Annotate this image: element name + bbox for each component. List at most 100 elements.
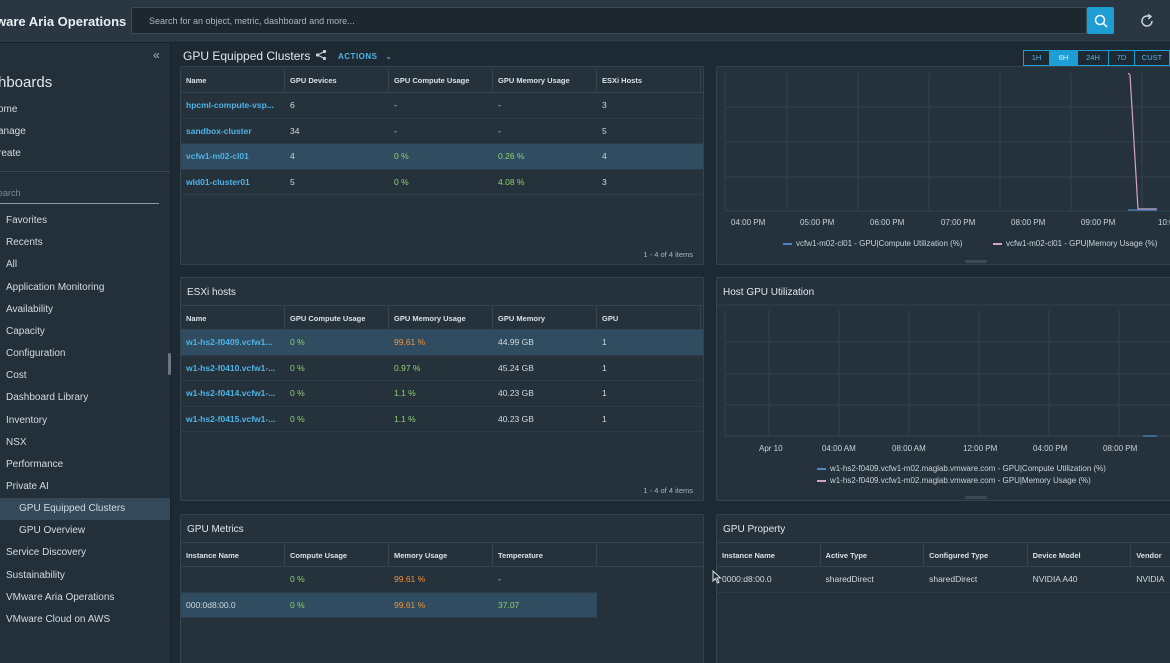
collapse-sidebar-icon[interactable]: « — [153, 48, 160, 62]
x-axis-label: 07:00 PM — [941, 218, 976, 227]
cell-temperature: 37.07 — [498, 599, 520, 610]
column-header-compute-usage[interactable]: Compute Usage — [285, 543, 389, 566]
sidebar-item-create[interactable]: reate — [0, 148, 21, 159]
table-row[interactable]: 0 % 99.61 % - — [181, 567, 597, 593]
cell-gpu-devices: 34 — [290, 125, 300, 136]
sidebar-scrollbar[interactable] — [168, 353, 171, 375]
column-header-gpu-memory-usage[interactable]: GPU Memory Usage — [493, 68, 597, 92]
time-tab-1h[interactable]: 1H — [1023, 50, 1050, 66]
global-search-box[interactable] — [131, 7, 1087, 34]
cell-gpu-compute-usage: 0 % — [290, 388, 305, 399]
table-row[interactable]: 0000:d8:00.0 sharedDirect sharedDirect N… — [717, 567, 1170, 593]
cluster-name-link[interactable]: hpcml-compute-vsp... — [186, 100, 274, 110]
column-header-gpu-devices[interactable]: GPU Devices — [285, 68, 389, 92]
column-header-name[interactable]: Name — [181, 306, 285, 329]
app-title[interactable]: ware Aria Operations — [0, 14, 127, 29]
share-icon[interactable] — [315, 49, 327, 61]
legend-item-compute[interactable]: vcfw1-m02-cl01 - GPU|Compute Utilization… — [783, 239, 963, 248]
column-header-gpu-memory[interactable]: GPU Memory — [493, 306, 597, 329]
table-row-selected[interactable]: w1-hs2-f0409.vcfw1... 0 % 99.61 % 44.99 … — [181, 330, 703, 356]
legend-label: vcfw1-m02-cl01 - GPU|Compute Utilization… — [796, 239, 963, 248]
cluster-name-link[interactable]: wld01-cluster01 — [186, 176, 250, 187]
cluster-name-link[interactable]: vcfw1-m02-cl01 — [186, 151, 249, 162]
panel-title: GPU Property — [723, 524, 786, 535]
sidebar-item-cost[interactable]: Cost — [6, 370, 27, 381]
host-name-link[interactable]: w1-hs2-f0415.vcfw1-... — [186, 413, 276, 424]
host-name-link[interactable]: w1-hs2-f0410.vcfw1-... — [186, 362, 276, 373]
sidebar-item-all[interactable]: All — [6, 259, 18, 270]
cell-memory-usage: 99.61 % — [394, 599, 426, 610]
column-header-esxi-hosts[interactable]: ESXi Hosts — [597, 68, 701, 92]
table-row-selected[interactable]: 000:0d8:00.0 0 % 99.61 % 37.07 — [181, 592, 597, 619]
column-header-device-model[interactable]: Device Model — [1028, 543, 1132, 566]
sidebar-item-performance[interactable]: Performance — [6, 459, 64, 470]
column-header-gpu[interactable]: GPU — [597, 306, 701, 329]
legend-item-memory[interactable]: vcfw1-m02-cl01 - GPU|Memory Usage (%) — [993, 239, 1157, 248]
cluster-name-link[interactable]: sandbox-cluster — [186, 125, 252, 136]
sidebar-item-inventory[interactable]: Inventory — [6, 415, 48, 426]
cell-gpu: 1 — [602, 388, 607, 399]
sidebar-item-favorites[interactable]: Favorites — [6, 215, 48, 226]
host-utilization-chart[interactable]: Apr 10 04:00 AM 08:00 AM 12:00 PM 04:00 … — [717, 278, 1170, 501]
sidebar-item-dashboard-library[interactable]: Dashboard Library — [6, 392, 89, 403]
table-row[interactable]: hpcml-compute-vsp... 6 - - 3 — [181, 93, 703, 119]
table-row[interactable]: w1-hs2-f0414.vcfw1-... 0 % 1.1 % 40.23 G… — [181, 381, 703, 407]
sidebar-item-sustainability[interactable]: Sustainability — [6, 570, 65, 581]
sidebar-item-gpu-equipped-clusters[interactable]: GPU Equipped Clusters — [0, 498, 170, 520]
table-row[interactable]: wld01-cluster01 5 0 % 4.08 % 3 — [181, 170, 703, 196]
search-button[interactable] — [1087, 7, 1114, 34]
refresh-button[interactable] — [1136, 10, 1158, 32]
legend-item-memory[interactable]: w1-hs2-f0409.vcfw1-m02.maglab.vmware.com… — [817, 476, 1091, 485]
sidebar-item-vmware-cloud-on-aws[interactable]: VMware Cloud on AWS — [6, 614, 111, 625]
table-row-selected[interactable]: vcfw1-m02-cl01 4 0 % 0.26 % 4 — [181, 144, 703, 170]
column-header-gpu-compute-usage[interactable]: GPU Compute Usage — [389, 68, 493, 92]
host-name-link[interactable]: w1-hs2-f0409.vcfw1... — [186, 337, 273, 347]
table-row[interactable]: w1-hs2-f0410.vcfw1-... 0 % 0.97 % 45.24 … — [181, 356, 703, 382]
legend-item-compute[interactable]: w1-hs2-f0409.vcfw1-m02.maglab.vmware.com… — [817, 464, 1106, 473]
sidebar-item-vmware-aria-operations[interactable]: VMware Aria Operations — [6, 592, 115, 603]
sidebar-item-private-ai[interactable]: Private AI — [6, 481, 49, 492]
chart-scroll-handle[interactable] — [965, 260, 987, 263]
cell-gpu-memory-usage: 0.97 % — [394, 362, 421, 373]
column-header-active-type[interactable]: Active Type — [821, 543, 925, 566]
gpu-metrics-table: Instance Name Compute Usage Memory Usage… — [181, 542, 703, 619]
sidebar-item-home[interactable]: ome — [0, 104, 18, 115]
column-header-temperature[interactable]: Temperature — [493, 543, 597, 566]
chart-scroll-handle[interactable] — [965, 496, 987, 499]
sidebar-item-configuration[interactable]: Configuration — [6, 348, 66, 359]
cell-gpu-memory-usage: 1.1 % — [394, 388, 416, 399]
sidebar-heading: hboards — [0, 74, 53, 91]
table-header: Instance Name Compute Usage Memory Usage… — [181, 542, 703, 567]
table-row[interactable]: w1-hs2-f0415.vcfw1-... 0 % 1.1 % 40.23 G… — [181, 407, 703, 433]
table-row[interactable]: sandbox-cluster 34 - - 5 — [181, 119, 703, 145]
column-header-gpu-compute-usage[interactable]: GPU Compute Usage — [285, 306, 389, 329]
column-header-name[interactable]: Name — [181, 68, 285, 92]
sidebar-item-availability[interactable]: Availability — [6, 304, 54, 315]
column-header-instance-name[interactable]: Instance Name — [181, 543, 285, 566]
actions-menu[interactable]: ACTIONS ⌄ — [338, 52, 392, 61]
sidebar-item-service-discovery[interactable]: Service Discovery — [6, 547, 87, 558]
time-tab-6h[interactable]: 6H — [1049, 50, 1078, 66]
column-header-vendor[interactable]: Vendor — [1131, 543, 1170, 566]
cell-instance-name: 000:0d8:00.0 — [186, 599, 236, 610]
column-header-gpu-memory-usage[interactable]: GPU Memory Usage — [389, 306, 493, 329]
cluster-utilization-chart[interactable]: 04:00 PM 05:00 PM 06:00 PM 07:00 PM 08:0… — [717, 67, 1170, 265]
gpu-property-table: Instance Name Active Type Configured Typ… — [717, 542, 1170, 593]
time-tab-custom[interactable]: CUST — [1134, 50, 1170, 66]
sidebar-item-recents[interactable]: Recents — [6, 237, 43, 248]
sidebar-search-input[interactable]: earch — [0, 188, 21, 198]
cell-gpu-devices: 4 — [290, 151, 295, 162]
column-header-instance-name[interactable]: Instance Name — [717, 543, 821, 566]
time-tab-7d[interactable]: 7D — [1108, 50, 1135, 66]
cell-gpu-memory: 45.24 GB — [498, 362, 534, 373]
global-search-input[interactable] — [132, 8, 1086, 33]
sidebar-item-gpu-overview[interactable]: GPU Overview — [19, 525, 86, 536]
host-name-link[interactable]: w1-hs2-f0414.vcfw1-... — [186, 388, 276, 399]
time-tab-24h[interactable]: 24H — [1077, 50, 1109, 66]
sidebar-item-capacity[interactable]: Capacity — [6, 326, 45, 337]
sidebar-item-nsx[interactable]: NSX — [6, 437, 27, 448]
sidebar-item-manage[interactable]: anage — [0, 126, 26, 137]
column-header-configured-type[interactable]: Configured Type — [924, 543, 1028, 566]
column-header-memory-usage[interactable]: Memory Usage — [389, 543, 493, 566]
sidebar-item-application-monitoring[interactable]: Application Monitoring — [6, 282, 105, 293]
